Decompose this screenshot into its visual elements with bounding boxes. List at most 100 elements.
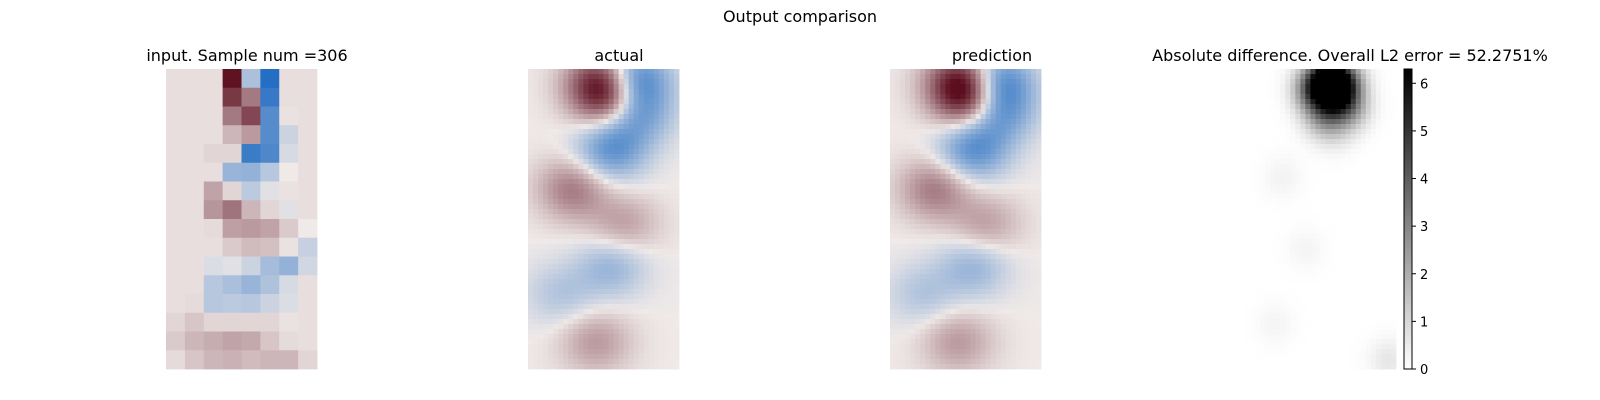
field-cell (900, 169, 906, 175)
field-cell (915, 154, 921, 160)
field-cell (985, 159, 992, 165)
heatmap-cell (203, 219, 224, 239)
field-cell (1300, 199, 1306, 205)
field-cell (673, 294, 680, 300)
field-cell (618, 204, 625, 210)
field-cell (528, 259, 534, 265)
field-cell (568, 164, 574, 170)
field-cell (980, 99, 987, 105)
field-cell (668, 154, 675, 160)
field-cell (970, 144, 976, 150)
field-cell (940, 164, 946, 170)
field-cell (970, 304, 976, 310)
field-cell (1365, 189, 1372, 195)
field-cell (633, 299, 640, 305)
field-cell (925, 224, 931, 230)
field-cell (950, 334, 956, 340)
field-cell (980, 234, 987, 240)
field-cell (568, 149, 574, 155)
field-cell (653, 164, 660, 170)
field-cell (623, 144, 630, 150)
field-cell (628, 239, 635, 245)
field-cell (910, 189, 916, 195)
field-cell (1310, 144, 1316, 150)
field-cell (638, 219, 645, 225)
field-cell (955, 314, 961, 320)
field-cell (955, 119, 961, 125)
field-cell (648, 139, 655, 145)
field-cell (1310, 214, 1316, 220)
field-cell (1325, 234, 1331, 240)
field-cell (1025, 239, 1032, 245)
field-cell (653, 349, 660, 355)
field-cell (643, 229, 650, 235)
field-cell (578, 234, 584, 240)
field-cell (548, 254, 554, 260)
field-cell (658, 169, 665, 175)
field-cell (643, 259, 650, 265)
field-cell (533, 144, 539, 150)
field-cell (658, 239, 665, 245)
heatmap-cell (203, 200, 224, 220)
field-cell (925, 334, 931, 340)
field-cell (1005, 264, 1012, 270)
field-cell (935, 354, 941, 360)
field-cell (1030, 89, 1037, 95)
field-cell (1245, 99, 1251, 105)
field-cell (658, 279, 665, 285)
field-cell (900, 179, 906, 185)
field-cell (538, 194, 544, 200)
field-cell (970, 129, 976, 135)
field-cell (990, 314, 997, 320)
field-cell (563, 89, 569, 95)
field-cell (1355, 179, 1362, 185)
field-cell (648, 134, 655, 140)
field-cell (558, 144, 564, 150)
field-cell (573, 249, 579, 255)
field-cell (533, 199, 539, 205)
field-cell (603, 104, 609, 110)
field-cell (663, 304, 670, 310)
field-cell (920, 354, 926, 360)
field-cell (623, 329, 630, 335)
field-cell (603, 214, 609, 220)
field-cell (930, 229, 936, 235)
heatmap-cell (279, 312, 299, 332)
field-cell (940, 354, 946, 360)
field-cell (623, 179, 630, 185)
field-cell (915, 134, 921, 140)
field-cell (588, 279, 594, 285)
field-cell (985, 184, 992, 190)
field-cell (563, 109, 569, 115)
field-cell (608, 164, 614, 170)
field-cell (940, 364, 946, 370)
field-cell (975, 159, 981, 165)
field-cell (618, 364, 625, 370)
field-cell (1390, 264, 1397, 270)
field-cell (1025, 199, 1032, 205)
field-cell (945, 304, 951, 310)
heatmap-cell (260, 144, 280, 164)
field-cell (588, 109, 594, 115)
field-cell (533, 104, 539, 110)
field-cell (603, 124, 609, 130)
field-cell (1280, 104, 1286, 110)
field-cell (940, 174, 946, 180)
field-cell (1260, 89, 1266, 95)
field-cell (618, 134, 625, 140)
field-cell (583, 264, 589, 270)
field-cell (673, 169, 680, 175)
field-cell (533, 79, 539, 85)
field-cell (895, 324, 901, 330)
field-cell (593, 289, 599, 295)
field-cell (603, 234, 609, 240)
field-cell (910, 104, 916, 110)
field-cell (995, 229, 1002, 235)
field-cell (900, 164, 906, 170)
field-cell (1250, 169, 1256, 175)
field-cell (543, 309, 549, 315)
field-cell (1285, 149, 1291, 155)
field-cell (1025, 169, 1032, 175)
field-cell (548, 219, 554, 225)
field-cell (1255, 69, 1261, 75)
